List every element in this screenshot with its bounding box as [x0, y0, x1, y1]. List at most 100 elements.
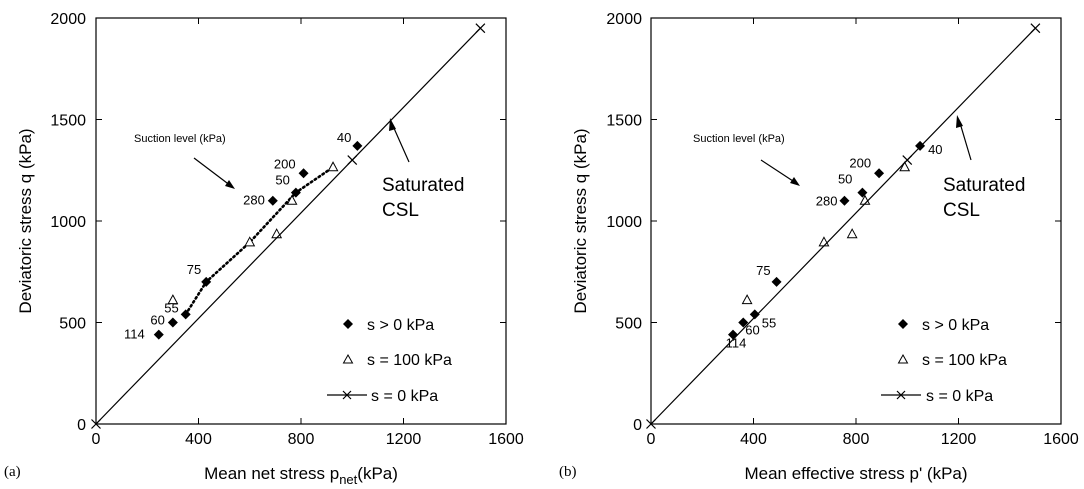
data-point-diamond [874, 168, 885, 179]
legend: s > 0 kPa s = 100 kPa s = 0 kPa [327, 317, 452, 405]
legend: s > 0 kPa s = 100 kPa s = 0 kPa [881, 317, 1007, 405]
y-axis-label: Deviatoric stress q (kPa) [571, 128, 590, 313]
x-tick-label: 1200 [941, 431, 977, 448]
x-axis-label: Mean net stress pnet(kPa) [204, 464, 398, 487]
y-tick-label: 2000 [606, 11, 642, 28]
data-point-diamond [290, 187, 301, 198]
legend-triangle-icon [342, 353, 354, 364]
x-axis-label: Mean effective stress p' (kPa) [744, 464, 967, 483]
data-point-diamond [298, 168, 309, 179]
legend-label: s = 100 kPa [922, 352, 1007, 369]
data-point-diamond [167, 317, 178, 328]
csl-label: CSL [943, 200, 980, 221]
data-point-label: 40 [337, 130, 351, 145]
data-point-diamond [738, 317, 749, 328]
data-point-triangle [899, 161, 911, 172]
data-point-cross [347, 155, 358, 166]
panel-label: (b) [559, 464, 577, 480]
legend-label: s = 0 kPa [926, 388, 993, 405]
data-point-diamond [749, 309, 760, 320]
suction-level-annotation: Suction level (kPa) [134, 133, 226, 145]
data-point-triangle [741, 294, 753, 305]
data-point-triangle [818, 236, 830, 247]
legend-diamond-icon [898, 319, 908, 329]
data-point-cross [1030, 23, 1041, 34]
y-tick-label: 1500 [50, 113, 86, 130]
data-point-label: 280 [243, 193, 265, 208]
y-tick-label: 1500 [606, 113, 642, 130]
csl-arrow [959, 122, 972, 161]
data-point-triangle [327, 161, 339, 172]
x-tick-label: 800 [843, 431, 870, 448]
data-point-triangle [846, 228, 858, 239]
x-tick-label: 800 [288, 431, 315, 448]
y-tick-label: 2000 [50, 11, 86, 28]
data-point-label: 200 [849, 155, 871, 170]
y-tick-label: 0 [633, 417, 642, 434]
data-point-label: 280 [816, 194, 838, 209]
data-point-label: 40 [928, 142, 942, 157]
legend-triangle-icon [897, 353, 909, 364]
data-point-label: 75 [756, 263, 770, 278]
csl-arrowhead [956, 115, 963, 128]
y-tick-label: 1000 [606, 214, 642, 231]
data-point-label: 114 [124, 327, 145, 342]
data-point-label: 60 [150, 313, 164, 328]
panel-label: (a) [4, 464, 21, 480]
data-point-label: 75 [187, 262, 201, 277]
y-tick-label: 0 [77, 417, 86, 434]
x-tick-label: 1200 [386, 431, 422, 448]
data-point-cross [475, 23, 486, 34]
data-point-label: 114 [726, 336, 747, 351]
x-tick-label: 1600 [1043, 431, 1079, 448]
csl-label: CSL [382, 200, 419, 221]
data-point-label: 200 [274, 156, 296, 171]
legend-cross-icon [342, 390, 352, 400]
data-point-diamond [201, 276, 212, 287]
data-point-diamond [857, 187, 868, 198]
annotation-arrowhead [790, 177, 800, 186]
data-point-label: 55 [762, 315, 776, 330]
data-point-cross [91, 419, 101, 429]
data-point-diamond [352, 140, 363, 151]
data-point-diamond [180, 309, 191, 320]
y-axis-label: Deviatoric stress q (kPa) [16, 128, 35, 313]
y-tick-label: 500 [615, 316, 642, 333]
x-tick-label: 1600 [488, 431, 524, 448]
data-point-cross [902, 155, 913, 166]
y-tick-label: 500 [59, 316, 86, 333]
legend-label: s = 0 kPa [371, 388, 438, 405]
data-point-diamond [839, 195, 850, 206]
suction-level-annotation: Suction level (kPa) [693, 133, 785, 145]
csl-label: Saturated [943, 175, 1025, 196]
data-point-label: 60 [745, 323, 759, 338]
legend-diamond-icon [343, 319, 353, 329]
legend-label: s > 0 kPa [367, 317, 434, 334]
legend-label: s = 100 kPa [367, 352, 452, 369]
data-point-triangle [271, 228, 283, 239]
csl-label: Saturated [382, 175, 464, 196]
x-tick-label: 400 [185, 431, 212, 448]
legend-label: s > 0 kPa [922, 317, 989, 334]
legend-cross-icon [896, 390, 906, 400]
annotation-arrow [193, 157, 232, 187]
data-point-diamond [267, 195, 278, 206]
x-tick-label: 0 [92, 431, 101, 448]
data-point-diamond [915, 140, 926, 151]
annotation-arrow [760, 159, 797, 184]
data-point-label: 50 [838, 172, 852, 187]
data-point-cross [646, 419, 656, 429]
data-point-diamond [771, 276, 782, 287]
data-point-triangle [244, 236, 256, 247]
data-point-triangle [167, 294, 179, 305]
x-tick-label: 0 [647, 431, 656, 448]
y-tick-label: 1000 [50, 214, 86, 231]
csl-arrowhead [389, 118, 396, 131]
data-point-diamond [153, 329, 164, 340]
csl-arrow [392, 125, 410, 163]
